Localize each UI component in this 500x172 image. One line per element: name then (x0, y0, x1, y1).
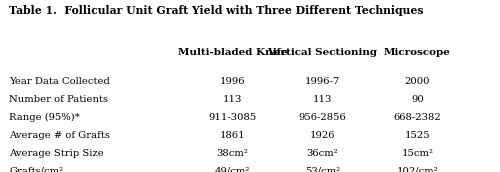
Text: 1861: 1861 (220, 131, 246, 140)
Text: 668-2382: 668-2382 (394, 113, 442, 122)
Text: 113: 113 (313, 95, 332, 104)
Text: 911-3085: 911-3085 (208, 113, 256, 122)
Text: 15cm²: 15cm² (402, 149, 434, 158)
Text: 53/cm²: 53/cm² (305, 167, 340, 172)
Text: 36cm²: 36cm² (306, 149, 338, 158)
Text: 956-2856: 956-2856 (298, 113, 346, 122)
Text: Multi-bladed Knife: Multi-bladed Knife (178, 48, 287, 57)
Text: Microscope: Microscope (384, 48, 451, 57)
Text: Vertical Sectioning: Vertical Sectioning (268, 48, 378, 57)
Text: 1996: 1996 (220, 77, 245, 85)
Text: 113: 113 (223, 95, 242, 104)
Text: 38cm²: 38cm² (216, 149, 248, 158)
Text: 102/cm²: 102/cm² (396, 167, 438, 172)
Text: 1525: 1525 (404, 131, 430, 140)
Text: Year Data Collected: Year Data Collected (9, 77, 110, 85)
Text: 1926: 1926 (310, 131, 335, 140)
Text: Number of Patients: Number of Patients (9, 95, 108, 104)
Text: Table 1.  Follicular Unit Graft Yield with Three Different Techniques: Table 1. Follicular Unit Graft Yield wit… (9, 5, 424, 16)
Text: 49/cm²: 49/cm² (215, 167, 250, 172)
Text: 2000: 2000 (405, 77, 430, 85)
Text: 1996-7: 1996-7 (305, 77, 340, 85)
Text: Average Strip Size: Average Strip Size (9, 149, 104, 158)
Text: Average # of Grafts: Average # of Grafts (9, 131, 110, 140)
Text: Grafts/cm²: Grafts/cm² (9, 167, 63, 172)
Text: 90: 90 (411, 95, 424, 104)
Text: Range (95%)*: Range (95%)* (9, 113, 80, 122)
